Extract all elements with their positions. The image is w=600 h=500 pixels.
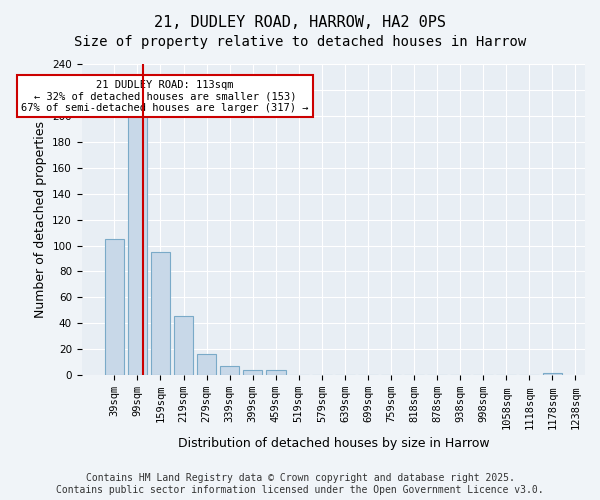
Bar	[220, 366, 239, 375]
Bar	[174, 316, 193, 375]
Bar	[104, 239, 124, 375]
Bar	[128, 116, 147, 375]
X-axis label: Distribution of detached houses by size in Harrow: Distribution of detached houses by size …	[178, 437, 489, 450]
Text: Contains HM Land Registry data © Crown copyright and database right 2025.
Contai: Contains HM Land Registry data © Crown c…	[56, 474, 544, 495]
Bar	[266, 370, 286, 375]
Bar	[243, 370, 262, 375]
Text: 21, DUDLEY ROAD, HARROW, HA2 0PS: 21, DUDLEY ROAD, HARROW, HA2 0PS	[154, 15, 446, 30]
Text: 21 DUDLEY ROAD: 113sqm
← 32% of detached houses are smaller (153)
67% of semi-de: 21 DUDLEY ROAD: 113sqm ← 32% of detached…	[22, 80, 309, 113]
Text: Size of property relative to detached houses in Harrow: Size of property relative to detached ho…	[74, 35, 526, 49]
Bar	[197, 354, 217, 375]
Bar	[542, 372, 562, 375]
Bar	[151, 252, 170, 375]
Y-axis label: Number of detached properties: Number of detached properties	[34, 121, 47, 318]
